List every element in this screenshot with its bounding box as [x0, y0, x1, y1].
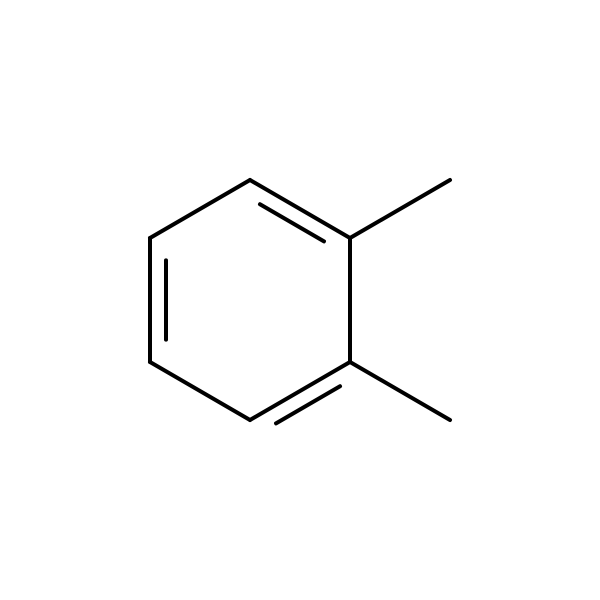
bond-7 [350, 362, 450, 420]
bond-5-double [260, 204, 324, 241]
bond-1-double [276, 386, 340, 423]
bond-6 [350, 180, 450, 238]
bond-4 [150, 180, 250, 238]
bond-2 [150, 362, 250, 420]
molecule-diagram [0, 0, 600, 600]
